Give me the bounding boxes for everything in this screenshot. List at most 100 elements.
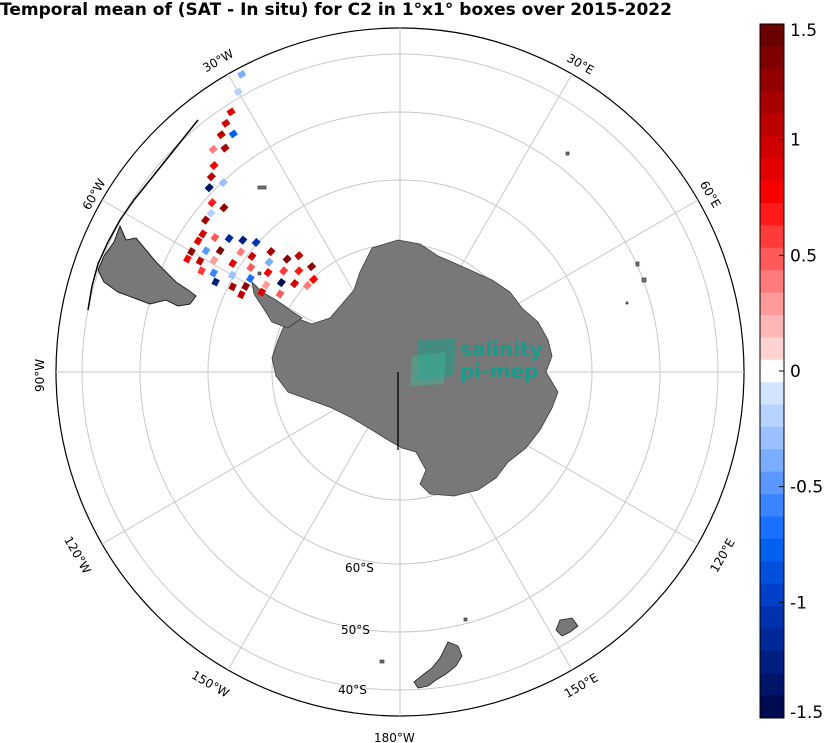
data-cell (228, 258, 238, 268)
data-cell (221, 118, 231, 128)
colorbar-swatch (760, 628, 784, 652)
data-cell (187, 247, 196, 257)
lon-label-120e: 120°E (707, 536, 737, 575)
data-cell (224, 233, 234, 244)
colorbar-tick-label: 0.5 (790, 246, 817, 266)
data-cell (257, 287, 267, 297)
data-cell (236, 247, 246, 257)
colorbar-swatch (760, 247, 784, 271)
antarctica-landmass (251, 239, 559, 497)
colorbar-swatch (760, 695, 784, 719)
latitude-labels: 60°S 50°S 40°S (338, 561, 374, 697)
watermark-line1: salinity (460, 337, 543, 361)
data-cell (282, 254, 292, 264)
data-cell (247, 251, 257, 261)
lon-label-150e: 150°E (562, 670, 601, 700)
colorbar-swatch (760, 225, 784, 249)
lon-label-30w: 30°W (200, 46, 236, 75)
data-cell (204, 183, 214, 193)
data-cell (294, 266, 304, 276)
lon-label-90w: 90°W (33, 359, 47, 392)
data-cell (302, 281, 312, 291)
salinity-pimep-watermark: salinity pi-mep (410, 337, 543, 386)
colorbar-swatch (760, 46, 784, 70)
data-cell (209, 255, 219, 265)
data-cell (195, 256, 205, 266)
colorbar-tick-label: -1.5 (790, 703, 823, 723)
colorbar: 1.5 1 0.5 0 -0.5 -1 -1.5 (759, 21, 823, 723)
colorbar-swatch (760, 270, 784, 294)
data-cell (226, 107, 236, 117)
colorbar-swatch (760, 561, 784, 585)
colorbar-swatch (760, 516, 784, 540)
data-cell (220, 143, 230, 153)
lat-label-60s: 60°S (345, 561, 374, 575)
data-cell (209, 268, 218, 278)
colorbar-swatch (760, 292, 784, 316)
data-cell (228, 129, 238, 139)
data-cell (241, 281, 250, 291)
data-cell (294, 251, 304, 261)
data-cell (275, 289, 285, 299)
colorbar-swatch (760, 158, 784, 182)
colorbar-tick-label: -1 (790, 593, 807, 613)
data-cell (193, 236, 203, 246)
data-cell (227, 270, 237, 280)
colorbar-swatch (760, 673, 784, 697)
colorbar-swatch (760, 650, 784, 674)
lon-label-120w: 120°W (61, 534, 94, 576)
data-cell (207, 198, 217, 208)
data-cell (206, 172, 216, 182)
colorbar-swatch (760, 113, 784, 137)
lon-label-180w: 180°W (374, 731, 415, 743)
colorbar-swatch (760, 538, 784, 562)
colorbar-swatch (760, 494, 784, 518)
lon-label-150w: 150°W (189, 668, 231, 701)
data-cell (251, 237, 261, 248)
data-cell (228, 282, 237, 292)
colorbar-swatch (760, 203, 784, 226)
data-cell (245, 273, 255, 284)
colorbar-ticks: 1.5 1 0.5 0 -0.5 -1 -1.5 (779, 21, 823, 723)
watermark-line2: pi-mep (460, 359, 538, 383)
colorbar-tick-label: 1 (790, 131, 801, 151)
colorbar-swatch (760, 359, 784, 383)
data-cell (209, 160, 219, 171)
new-zealand-landmass (413, 617, 579, 689)
data-cell (238, 235, 248, 245)
data-cell (215, 246, 225, 256)
data-cell (276, 277, 286, 288)
lat-label-40s: 40°S (338, 683, 367, 697)
colorbar-swatch (760, 426, 784, 450)
data-cell (206, 208, 216, 218)
lon-label-60w: 60°W (80, 177, 109, 213)
coastline-edge (87, 119, 199, 311)
data-cell (183, 254, 192, 264)
data-cell (261, 280, 271, 290)
small-islands (257, 151, 647, 664)
data-cell (210, 232, 220, 243)
colorbar-tick-label: 1.5 (790, 21, 817, 41)
south-america-landmass (97, 224, 197, 307)
colorbar-swatch (760, 404, 784, 428)
colorbar-tick-label: -0.5 (790, 478, 823, 498)
colorbar-swatch (760, 471, 784, 495)
data-cell (201, 215, 211, 225)
colorbar-swatches (760, 24, 784, 719)
data-cells (183, 70, 319, 300)
colorbar-swatch (760, 606, 784, 629)
chart-title: Temporal mean of (SAT - In situ) for C2 … (0, 0, 672, 20)
colorbar-swatch (760, 382, 784, 406)
colorbar-swatch (760, 180, 784, 204)
data-cell (198, 229, 208, 239)
colorbar-swatch (760, 449, 784, 473)
colorbar-swatch (760, 24, 784, 47)
data-cell (237, 70, 247, 79)
colorbar-swatch (760, 91, 784, 115)
data-cell (309, 274, 319, 284)
data-cell (211, 277, 220, 287)
lat-label-50s: 50°S (341, 623, 370, 637)
data-cell (279, 266, 289, 276)
colorbar-swatch (760, 135, 784, 159)
